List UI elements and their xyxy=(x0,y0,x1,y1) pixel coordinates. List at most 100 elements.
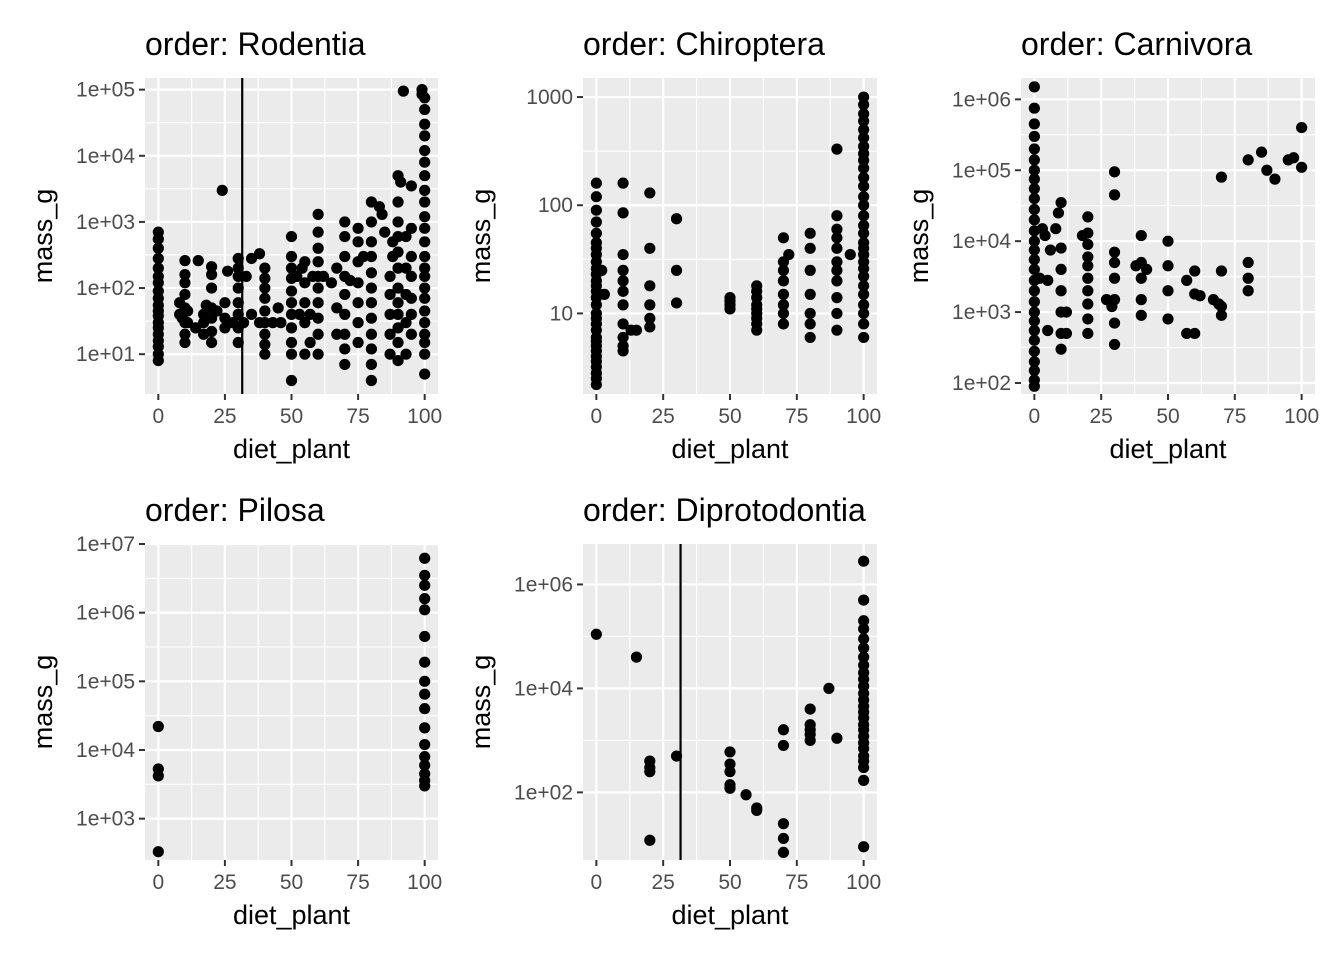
x-axis: 0 25 50 75 100 xyxy=(152,860,442,894)
data-point xyxy=(419,250,431,263)
data-point xyxy=(259,272,271,284)
data-point xyxy=(1269,173,1281,185)
data-point xyxy=(1181,327,1193,340)
data-point xyxy=(1162,285,1174,297)
data-point xyxy=(419,348,431,360)
data-point xyxy=(232,252,244,265)
data-point xyxy=(1242,154,1254,166)
data-point xyxy=(630,324,643,336)
y-axis: 1e+02 1e+04 1e+06 xyxy=(514,573,583,804)
data-point xyxy=(644,834,656,846)
data-point xyxy=(152,252,164,265)
data-point xyxy=(823,682,835,695)
x-tick-label: 100 xyxy=(407,405,442,428)
data-point xyxy=(858,132,870,144)
data-point xyxy=(1028,235,1040,247)
data-point xyxy=(384,270,396,283)
data-point xyxy=(858,108,870,120)
data-point xyxy=(285,308,298,320)
data-point xyxy=(590,227,602,239)
data-point xyxy=(777,846,790,859)
data-point xyxy=(1028,285,1040,297)
data-point xyxy=(312,208,324,220)
data-point xyxy=(858,288,870,300)
data-point xyxy=(400,317,412,329)
data-point xyxy=(339,328,351,340)
data-point xyxy=(182,317,194,329)
points xyxy=(590,91,870,391)
data-point xyxy=(275,317,287,329)
data-point xyxy=(777,724,790,736)
data-point xyxy=(285,230,298,243)
y-axis-title: mass_g xyxy=(466,189,496,284)
data-point xyxy=(384,328,396,340)
data-point xyxy=(395,176,407,188)
x-axis: 0 25 50 75 100 xyxy=(1029,394,1319,428)
data-point xyxy=(365,312,378,324)
y-tick-label: 1e+01 xyxy=(76,343,135,366)
data-point xyxy=(831,264,843,276)
data-point xyxy=(617,248,629,261)
data-point xyxy=(1135,272,1147,284)
y-tick-label: 1e+03 xyxy=(952,301,1011,324)
data-point xyxy=(405,308,417,320)
data-point xyxy=(1108,294,1121,306)
data-point xyxy=(285,336,298,349)
y-tick-label: 1e+05 xyxy=(76,670,135,693)
data-point xyxy=(405,250,417,263)
data-point xyxy=(1162,235,1174,247)
panel-title: order: Rodentia xyxy=(145,26,366,62)
data-point xyxy=(831,242,843,254)
data-point xyxy=(419,336,431,349)
data-point xyxy=(644,299,656,311)
data-point xyxy=(285,285,298,297)
data-point xyxy=(419,270,431,283)
grid xyxy=(1021,78,1315,394)
data-point xyxy=(419,211,431,223)
panel-title: order: Carnivora xyxy=(1021,26,1252,62)
data-point xyxy=(617,207,629,219)
data-point xyxy=(419,292,431,304)
y-tick-label: 1e+05 xyxy=(952,159,1011,182)
data-point xyxy=(1189,265,1201,277)
data-point xyxy=(1141,263,1153,276)
data-point xyxy=(590,216,602,228)
x-axis: 0 25 50 75 100 xyxy=(591,394,881,428)
data-point xyxy=(858,623,870,635)
data-point xyxy=(419,569,431,581)
data-point xyxy=(312,348,324,360)
data-point xyxy=(1082,298,1094,310)
data-point xyxy=(179,277,191,289)
data-point xyxy=(858,191,870,203)
x-tick-label: 50 xyxy=(718,405,741,428)
data-point xyxy=(419,759,431,771)
data-point xyxy=(1242,256,1254,269)
data-point xyxy=(299,277,311,289)
y-axis-title: mass_g xyxy=(28,189,58,284)
data-point xyxy=(858,124,870,136)
y-tick-label: 1e+06 xyxy=(76,602,135,625)
data-point xyxy=(630,651,643,663)
data-point xyxy=(1189,327,1201,340)
data-point xyxy=(419,262,431,274)
data-point xyxy=(365,236,378,248)
data-point xyxy=(1028,203,1040,216)
data-point xyxy=(777,232,790,244)
x-tick-label: 50 xyxy=(1156,405,1179,428)
data-point xyxy=(831,324,843,336)
y-axis-title: mass_g xyxy=(28,655,58,750)
data-point xyxy=(232,270,244,283)
data-point xyxy=(384,288,396,301)
data-point xyxy=(1082,327,1094,340)
data-point xyxy=(1215,265,1228,277)
x-tick-label: 25 xyxy=(652,871,675,894)
data-point xyxy=(1108,256,1121,269)
data-point xyxy=(1242,285,1254,297)
data-point xyxy=(831,232,843,244)
data-point xyxy=(596,264,608,276)
data-point xyxy=(644,321,656,333)
data-point xyxy=(858,210,870,222)
data-point xyxy=(644,242,656,254)
data-point xyxy=(317,270,330,283)
data-point xyxy=(724,292,736,304)
